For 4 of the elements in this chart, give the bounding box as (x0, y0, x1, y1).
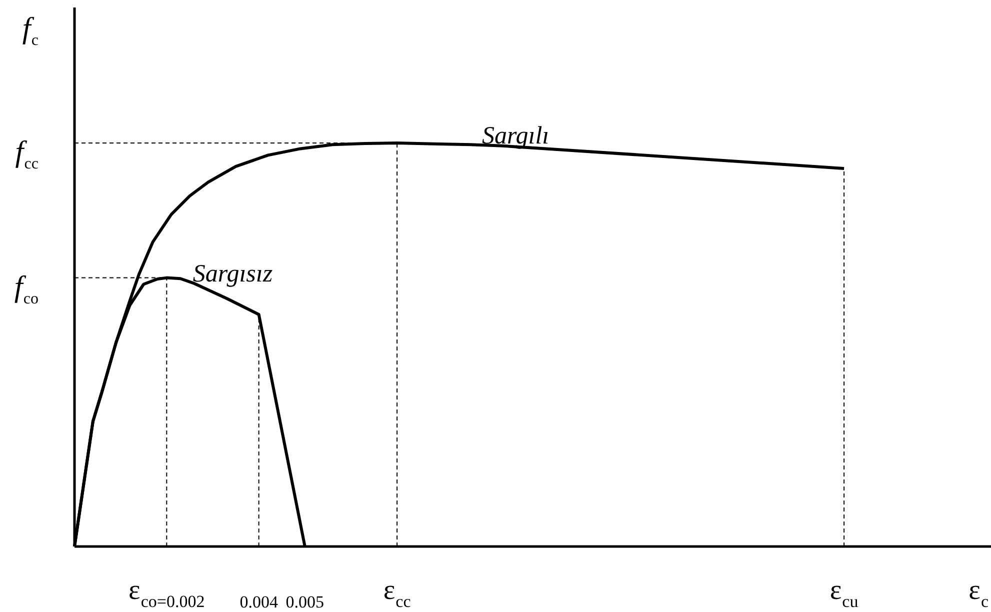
x-tick-label: 0.004 (240, 592, 278, 612)
series-label: Sargısız (192, 260, 273, 288)
series-label: Sargılı (482, 122, 550, 150)
x-tick-label: 0.005 (286, 592, 324, 612)
